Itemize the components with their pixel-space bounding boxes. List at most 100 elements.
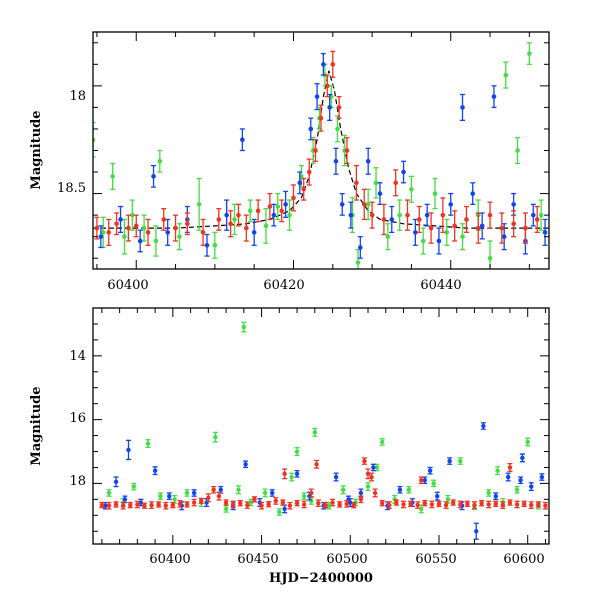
- red-point: [228, 221, 233, 227]
- blue-point: [167, 493, 172, 499]
- green-point: [365, 202, 371, 207]
- red-point: [309, 490, 314, 496]
- red-point: [133, 223, 139, 229]
- red-point: [523, 225, 528, 231]
- red-point: [191, 500, 197, 505]
- red-point: [344, 148, 350, 153]
- red-point: [521, 501, 527, 507]
- red-point: [419, 478, 424, 483]
- red-point: [306, 169, 312, 175]
- red-point: [267, 204, 273, 209]
- red-point: [223, 500, 229, 505]
- green-point: [538, 212, 544, 218]
- blue-point: [377, 191, 383, 196]
- blue-point: [126, 447, 131, 453]
- green-point: [110, 174, 115, 179]
- green-point: [141, 225, 147, 231]
- red-point: [238, 500, 243, 506]
- green-point: [495, 468, 500, 473]
- blue-point: [413, 230, 418, 235]
- green-point: [365, 484, 371, 489]
- blue-point: [151, 174, 156, 179]
- red-series: [99, 457, 548, 510]
- green-point: [326, 503, 332, 508]
- red-point: [173, 225, 178, 231]
- green-point: [122, 234, 127, 239]
- red-point: [369, 212, 375, 218]
- red-point: [230, 502, 236, 507]
- blue-point: [448, 202, 454, 207]
- red-point: [475, 225, 481, 231]
- red-point: [330, 500, 335, 505]
- full-panel-data: [99, 321, 548, 540]
- red-point: [381, 217, 387, 222]
- green-point: [312, 430, 317, 435]
- blue-point: [529, 484, 534, 489]
- red-point: [301, 186, 307, 192]
- green-series: [93, 42, 544, 269]
- full-panel-ticks: [93, 307, 549, 544]
- red-point: [266, 501, 271, 507]
- green-series: [106, 321, 541, 516]
- blue-point: [493, 493, 498, 499]
- blue-point: [397, 487, 403, 492]
- green-point: [262, 490, 268, 496]
- red-point: [114, 221, 119, 227]
- full-x-tick-label: 60500: [326, 552, 367, 567]
- zoom-x-tick-label: 60440: [420, 278, 461, 293]
- blue-point: [113, 479, 119, 485]
- blue-point: [460, 105, 465, 110]
- zoom-panel-ticks: [93, 32, 549, 269]
- green-point: [444, 230, 450, 235]
- red-point: [415, 502, 420, 508]
- blue-point: [333, 158, 339, 164]
- red-point: [387, 502, 392, 508]
- green-point: [277, 509, 282, 515]
- blue-series: [102, 422, 545, 540]
- red-point: [393, 180, 398, 186]
- red-point: [99, 502, 105, 508]
- blue-point: [542, 230, 548, 235]
- blue-point: [427, 468, 433, 473]
- full-y-tick-label: 14: [69, 349, 86, 364]
- red-point: [199, 498, 204, 504]
- red-point: [170, 502, 176, 508]
- green-point: [236, 487, 241, 492]
- red-point: [472, 502, 477, 508]
- blue-point: [243, 462, 248, 467]
- blue-point: [339, 202, 345, 207]
- red-point: [287, 503, 293, 508]
- red-point: [536, 502, 541, 507]
- green-point: [100, 230, 106, 235]
- green-point: [177, 234, 182, 239]
- red-point: [259, 503, 264, 508]
- red-point: [344, 501, 349, 507]
- blue-point: [294, 471, 300, 477]
- full-panel: 60400 60450 60500 60550 60600 14 16 18 M…: [29, 307, 550, 586]
- red-point: [534, 217, 540, 222]
- blue-point: [371, 465, 376, 470]
- red-point: [422, 500, 427, 506]
- blue-point: [218, 487, 223, 492]
- green-point: [385, 234, 391, 239]
- red-point: [358, 497, 364, 502]
- green-point: [241, 324, 247, 330]
- blue-point: [191, 490, 197, 496]
- green-point: [196, 202, 202, 207]
- red-point: [106, 230, 112, 235]
- zoom-x-tick-label: 60420: [263, 278, 304, 293]
- blue-point: [283, 202, 288, 207]
- blue-point: [152, 468, 158, 473]
- red-point: [301, 502, 307, 507]
- red-point: [316, 500, 321, 506]
- red-point: [126, 225, 131, 231]
- full-y-tick-label: 18: [69, 474, 86, 489]
- green-point: [130, 212, 135, 218]
- red-point: [273, 498, 278, 504]
- green-point: [409, 186, 414, 192]
- green-point: [380, 439, 385, 445]
- blue-point: [539, 474, 545, 480]
- green-point: [153, 238, 159, 244]
- blue-point: [520, 455, 525, 461]
